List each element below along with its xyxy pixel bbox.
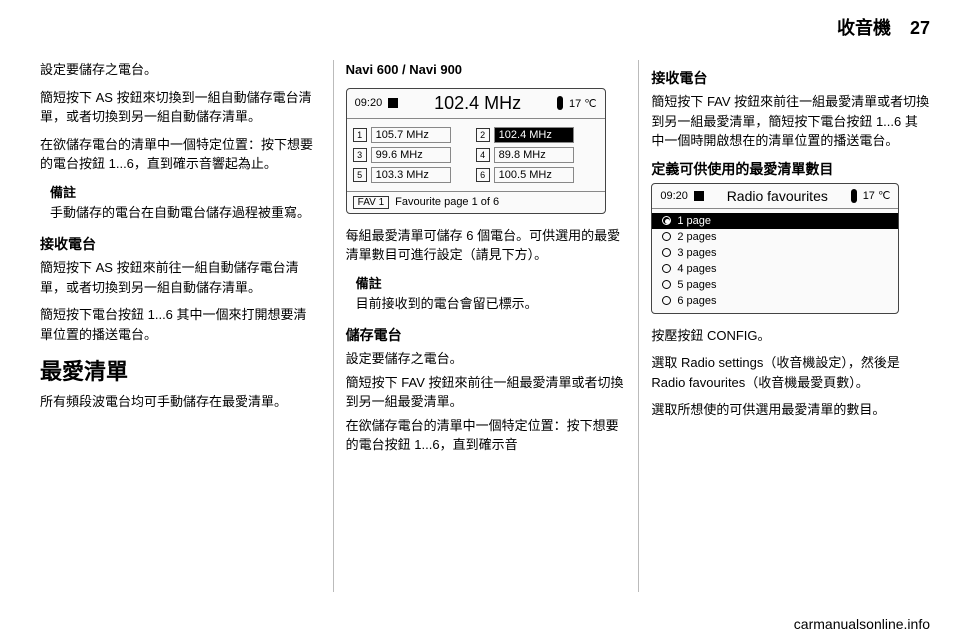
heading-retrieve-station: 接收電台 bbox=[40, 234, 319, 254]
column-3: 接收電台 簡短按下 FAV 按鈕來前往一組最愛清單或者切換到另一組最愛清單，簡短… bbox=[638, 60, 930, 592]
page-header: 收音機 27 bbox=[837, 14, 930, 40]
fav-option[interactable]: 2 pages bbox=[652, 229, 898, 245]
fav-page-button[interactable]: FAV 1 bbox=[353, 196, 390, 209]
text: 在欲儲存電台的清單中一個特定位置：按下想要的電台按鈕 1...6，直到確示音響起… bbox=[40, 135, 319, 174]
fav-option[interactable]: 6 pages bbox=[652, 293, 898, 309]
clock-icon bbox=[694, 191, 704, 201]
text: 在欲儲存電台的清單中一個特定位置：按下想要的電台按鈕 1...6，直到確示音 bbox=[346, 416, 625, 455]
fav-screen-title: Radio favourites bbox=[710, 188, 845, 204]
temperature-text: 17 ℃ bbox=[863, 189, 891, 202]
heading-favourite-lists: 最愛清單 bbox=[40, 354, 319, 386]
text: 按壓按鈕 CONFIG。 bbox=[651, 326, 930, 346]
content-columns: 設定要儲存之電台。 簡短按下 AS 按鈕來切換到一組自動儲存電台清單，或者切換到… bbox=[40, 60, 930, 592]
radio-icon bbox=[662, 216, 671, 225]
preset-label: 99.6 MHz bbox=[371, 147, 451, 163]
thermometer-icon bbox=[851, 189, 857, 203]
radio-preset-screen: 09:20 102.4 MHz 17 ℃ 1 105.7 MHz 2 102.4… bbox=[346, 88, 606, 214]
clock-icon bbox=[388, 98, 398, 108]
fav-option-label: 4 pages bbox=[677, 263, 716, 275]
heading-store-station: 儲存電台 bbox=[346, 325, 625, 345]
radio-status-bar: 09:20 102.4 MHz 17 ℃ bbox=[347, 89, 605, 119]
radio-icon bbox=[662, 296, 671, 305]
fav-option[interactable]: 4 pages bbox=[652, 261, 898, 277]
radio-icon bbox=[662, 264, 671, 273]
note-text: 目前接收到的電台會留已標示。 bbox=[346, 294, 625, 314]
text: 所有頻段波電台均可手動儲存在最愛清單。 bbox=[40, 392, 319, 412]
clock-text: 09:20 bbox=[355, 97, 383, 109]
text: 選取所想使的可供選用最愛清單的數目。 bbox=[651, 400, 930, 420]
column-2: Navi 600 / Navi 900 09:20 102.4 MHz 17 ℃… bbox=[333, 60, 625, 592]
preset-cell[interactable]: 3 99.6 MHz bbox=[353, 147, 476, 163]
heading-retrieve-station: 接收電台 bbox=[651, 68, 930, 88]
fav-option[interactable]: 5 pages bbox=[652, 277, 898, 293]
radio-icon bbox=[662, 248, 671, 257]
text: 簡短按下電台按鈕 1...6 其中一個來打開想要清單位置的播送電台。 bbox=[40, 305, 319, 344]
fav-option-label: 2 pages bbox=[677, 231, 716, 243]
fav-option-label: 1 page bbox=[677, 215, 711, 227]
preset-grid: 1 105.7 MHz 2 102.4 MHz 3 99.6 MHz 4 bbox=[347, 119, 605, 191]
preset-label: 105.7 MHz bbox=[371, 127, 451, 143]
preset-label: 103.3 MHz bbox=[371, 167, 451, 183]
preset-number: 4 bbox=[476, 148, 490, 162]
radio-icon bbox=[662, 280, 671, 289]
text: 簡短按下 AS 按鈕來前往一組自動儲存電台清單，或者切換到另一組自動儲存清單。 bbox=[40, 258, 319, 297]
preset-cell[interactable]: 2 102.4 MHz bbox=[476, 127, 599, 143]
page-number: 27 bbox=[910, 18, 930, 38]
clock-text: 09:20 bbox=[660, 190, 688, 202]
text: 簡短按下 AS 按鈕來切換到一組自動儲存電台清單，或者切換到另一組自動儲存清單。 bbox=[40, 88, 319, 127]
preset-cell[interactable]: 4 89.8 MHz bbox=[476, 147, 599, 163]
preset-number: 6 bbox=[476, 168, 490, 182]
thermometer-icon bbox=[557, 96, 563, 110]
main-frequency: 102.4 MHz bbox=[404, 93, 551, 114]
preset-number: 5 bbox=[353, 168, 367, 182]
radio-icon bbox=[662, 232, 671, 241]
text: 簡短按下 FAV 按鈕來前往一組最愛清單或者切換到另一組最愛清單。 bbox=[346, 373, 625, 412]
note-box: 備註 手動儲存的電台在自動電台儲存過程被重寫。 bbox=[40, 182, 319, 223]
preset-cell[interactable]: 1 105.7 MHz bbox=[353, 127, 476, 143]
fav-option[interactable]: 1 page bbox=[652, 213, 898, 229]
heading-fav-count: 定義可供使用的最愛清單數目 bbox=[651, 159, 930, 179]
temperature-text: 17 ℃ bbox=[569, 97, 597, 110]
fav-page-label: Favourite page 1 of 6 bbox=[395, 196, 499, 208]
column-1: 設定要儲存之電台。 簡短按下 AS 按鈕來切換到一組自動儲存電台清單，或者切換到… bbox=[40, 60, 319, 592]
footer-url: carmanualsonline.info bbox=[794, 616, 930, 632]
text: 每組最愛清單可儲存 6 個電台。可供選用的最愛清單數目可進行設定（請見下方）。 bbox=[346, 226, 625, 265]
note-label: 備註 bbox=[346, 273, 625, 292]
radio-footer: FAV 1 Favourite page 1 of 6 bbox=[347, 191, 605, 213]
preset-cell[interactable]: 6 100.5 MHz bbox=[476, 167, 599, 183]
section-title: 收音機 bbox=[837, 18, 891, 38]
text: 設定要儲存之電台。 bbox=[346, 349, 625, 369]
fav-option-label: 3 pages bbox=[677, 247, 716, 259]
preset-label-active: 102.4 MHz bbox=[494, 127, 574, 143]
note-label: 備註 bbox=[40, 182, 319, 201]
note-text: 手動儲存的電台在自動電台儲存過程被重寫。 bbox=[40, 203, 319, 223]
preset-number: 1 bbox=[353, 128, 367, 142]
fav-status-bar: 09:20 Radio favourites 17 ℃ bbox=[652, 184, 898, 209]
model-title: Navi 600 / Navi 900 bbox=[346, 60, 625, 80]
preset-label: 100.5 MHz bbox=[494, 167, 574, 183]
fav-option-label: 5 pages bbox=[677, 279, 716, 291]
preset-number: 3 bbox=[353, 148, 367, 162]
preset-label: 89.8 MHz bbox=[494, 147, 574, 163]
text: 簡短按下 FAV 按鈕來前往一組最愛清單或者切換到另一組最愛清單，簡短按下電台按… bbox=[651, 92, 930, 151]
fav-options-list: 1 page 2 pages 3 pages 4 pages 5 pages bbox=[652, 209, 898, 313]
preset-cell[interactable]: 5 103.3 MHz bbox=[353, 167, 476, 183]
text: 選取 Radio settings（收音機設定），然後是 Radio favou… bbox=[651, 353, 930, 392]
fav-option[interactable]: 3 pages bbox=[652, 245, 898, 261]
preset-number: 2 bbox=[476, 128, 490, 142]
text: 設定要儲存之電台。 bbox=[40, 60, 319, 80]
radio-favourites-screen: 09:20 Radio favourites 17 ℃ 1 page 2 pag… bbox=[651, 183, 899, 314]
note-box: 備註 目前接收到的電台會留已標示。 bbox=[346, 273, 625, 314]
fav-option-label: 6 pages bbox=[677, 295, 716, 307]
